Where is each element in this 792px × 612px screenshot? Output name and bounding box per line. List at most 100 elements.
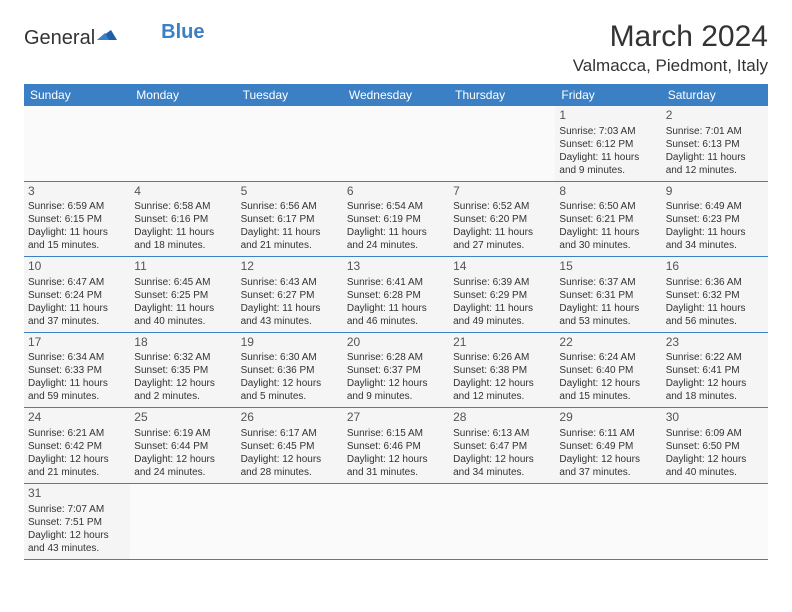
day-number: 30 (666, 410, 764, 426)
day-info-line: and 18 minutes. (666, 390, 764, 403)
day-info-line: Sunrise: 6:56 AM (241, 200, 339, 213)
day-header: Monday (130, 84, 236, 106)
day-info-line: Sunrise: 6:39 AM (453, 276, 551, 289)
day-info-line: and 15 minutes. (28, 239, 126, 252)
day-info-line: and 21 minutes. (241, 239, 339, 252)
day-number: 20 (347, 335, 445, 351)
day-info-line: Sunrise: 6:45 AM (134, 276, 232, 289)
day-info-line: Sunrise: 6:13 AM (453, 427, 551, 440)
day-info-line: Sunset: 6:41 PM (666, 364, 764, 377)
day-info-line: Sunrise: 6:11 AM (559, 427, 657, 440)
calendar-day-cell (343, 483, 449, 559)
day-info-line: and 49 minutes. (453, 315, 551, 328)
day-info-line: Daylight: 12 hours (666, 453, 764, 466)
day-info-line: and 27 minutes. (453, 239, 551, 252)
day-info-line: Daylight: 11 hours (559, 226, 657, 239)
calendar-body: 1Sunrise: 7:03 AMSunset: 6:12 PMDaylight… (24, 106, 768, 559)
calendar-day-cell: 17Sunrise: 6:34 AMSunset: 6:33 PMDayligh… (24, 332, 130, 408)
day-info-line: Daylight: 11 hours (666, 302, 764, 315)
day-number: 7 (453, 184, 551, 200)
day-info-line: Sunset: 6:21 PM (559, 213, 657, 226)
calendar-day-cell (237, 106, 343, 181)
day-info-line: Sunset: 6:28 PM (347, 289, 445, 302)
logo: General Blue (24, 20, 205, 50)
day-info-line: and 2 minutes. (134, 390, 232, 403)
day-info-line: Daylight: 11 hours (134, 226, 232, 239)
calendar-week-row: 31Sunrise: 7:07 AMSunset: 7:51 PMDayligh… (24, 483, 768, 559)
day-info-line: Sunset: 6:20 PM (453, 213, 551, 226)
calendar-week-row: 10Sunrise: 6:47 AMSunset: 6:24 PMDayligh… (24, 257, 768, 333)
day-info-line: Daylight: 11 hours (453, 302, 551, 315)
day-info-line: Sunrise: 6:09 AM (666, 427, 764, 440)
day-info-line: Sunrise: 7:03 AM (559, 125, 657, 138)
day-info-line: Sunset: 6:33 PM (28, 364, 126, 377)
day-info-line: and 37 minutes. (28, 315, 126, 328)
day-number: 4 (134, 184, 232, 200)
day-header: Friday (555, 84, 661, 106)
calendar-day-cell: 29Sunrise: 6:11 AMSunset: 6:49 PMDayligh… (555, 408, 661, 484)
calendar-day-cell (130, 106, 236, 181)
day-info-line: Sunrise: 6:37 AM (559, 276, 657, 289)
day-info-line: Sunset: 6:38 PM (453, 364, 551, 377)
day-info-line: Sunset: 6:44 PM (134, 440, 232, 453)
calendar-week-row: 1Sunrise: 7:03 AMSunset: 6:12 PMDaylight… (24, 106, 768, 181)
day-info-line: Sunset: 6:25 PM (134, 289, 232, 302)
calendar-day-cell: 24Sunrise: 6:21 AMSunset: 6:42 PMDayligh… (24, 408, 130, 484)
day-info-line: and 53 minutes. (559, 315, 657, 328)
calendar-day-cell: 27Sunrise: 6:15 AMSunset: 6:46 PMDayligh… (343, 408, 449, 484)
day-number: 9 (666, 184, 764, 200)
day-info-line: Sunrise: 6:41 AM (347, 276, 445, 289)
day-info-line: Daylight: 11 hours (347, 226, 445, 239)
day-info-line: Daylight: 12 hours (559, 377, 657, 390)
day-number: 17 (28, 335, 126, 351)
day-info-line: and 28 minutes. (241, 466, 339, 479)
day-info-line: Sunset: 7:51 PM (28, 516, 126, 529)
calendar-day-cell: 25Sunrise: 6:19 AMSunset: 6:44 PMDayligh… (130, 408, 236, 484)
day-info-line: Sunrise: 6:59 AM (28, 200, 126, 213)
day-info-line: Sunrise: 6:47 AM (28, 276, 126, 289)
day-info-line: Sunset: 6:42 PM (28, 440, 126, 453)
day-info-line: Sunrise: 6:34 AM (28, 351, 126, 364)
calendar-day-cell: 2Sunrise: 7:01 AMSunset: 6:13 PMDaylight… (662, 106, 768, 181)
day-info-line: Daylight: 11 hours (666, 151, 764, 164)
day-number: 24 (28, 410, 126, 426)
day-info-line: and 21 minutes. (28, 466, 126, 479)
day-info-line: Sunrise: 6:50 AM (559, 200, 657, 213)
header: General Blue March 2024 Valmacca, Piedmo… (24, 20, 768, 76)
day-info-line: Sunset: 6:29 PM (453, 289, 551, 302)
day-info-line: Daylight: 12 hours (453, 377, 551, 390)
day-info-line: and 24 minutes. (347, 239, 445, 252)
calendar-day-cell: 18Sunrise: 6:32 AMSunset: 6:35 PMDayligh… (130, 332, 236, 408)
day-header: Wednesday (343, 84, 449, 106)
calendar-table: SundayMondayTuesdayWednesdayThursdayFrid… (24, 84, 768, 560)
calendar-day-cell: 19Sunrise: 6:30 AMSunset: 6:36 PMDayligh… (237, 332, 343, 408)
day-info-line: and 34 minutes. (453, 466, 551, 479)
day-number: 2 (666, 108, 764, 124)
calendar-head: SundayMondayTuesdayWednesdayThursdayFrid… (24, 84, 768, 106)
day-info-line: Sunset: 6:47 PM (453, 440, 551, 453)
day-info-line: Sunrise: 6:19 AM (134, 427, 232, 440)
day-number: 11 (134, 259, 232, 275)
logo-text-blue: Blue (161, 21, 204, 44)
calendar-day-cell: 15Sunrise: 6:37 AMSunset: 6:31 PMDayligh… (555, 257, 661, 333)
calendar-day-cell (343, 106, 449, 181)
day-info-line: and 40 minutes. (666, 466, 764, 479)
calendar-day-cell: 21Sunrise: 6:26 AMSunset: 6:38 PMDayligh… (449, 332, 555, 408)
day-info-line: Sunset: 6:19 PM (347, 213, 445, 226)
day-info-line: and 30 minutes. (559, 239, 657, 252)
day-number: 16 (666, 259, 764, 275)
day-info-line: and 15 minutes. (559, 390, 657, 403)
day-number: 1 (559, 108, 657, 124)
day-info-line: Daylight: 12 hours (559, 453, 657, 466)
calendar-day-cell: 6Sunrise: 6:54 AMSunset: 6:19 PMDaylight… (343, 181, 449, 257)
day-info-line: Sunrise: 7:01 AM (666, 125, 764, 138)
day-info-line: and 59 minutes. (28, 390, 126, 403)
day-info-line: Sunset: 6:35 PM (134, 364, 232, 377)
day-number: 5 (241, 184, 339, 200)
calendar-day-cell (555, 483, 661, 559)
day-info-line: and 9 minutes. (559, 164, 657, 177)
day-number: 28 (453, 410, 551, 426)
calendar-day-cell (449, 483, 555, 559)
day-info-line: Sunset: 6:24 PM (28, 289, 126, 302)
calendar-day-cell: 10Sunrise: 6:47 AMSunset: 6:24 PMDayligh… (24, 257, 130, 333)
